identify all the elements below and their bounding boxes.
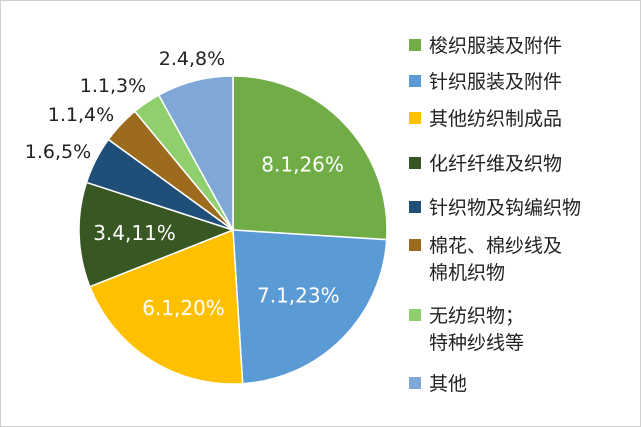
pie-slices xyxy=(78,75,388,385)
callout-label-5: 1.6,5% xyxy=(25,141,91,163)
legend-swatch-6 xyxy=(409,239,421,251)
pie-slice-3 xyxy=(89,229,244,385)
legend-label-6-line-1: 棉花、棉纱线及 xyxy=(429,235,562,257)
legend-swatch-2 xyxy=(409,75,421,87)
legend-swatch-5 xyxy=(409,201,421,213)
pie-slice-2 xyxy=(232,229,388,385)
legend-swatch-1 xyxy=(409,39,421,51)
slice-label-2: 7.1,23% xyxy=(257,283,340,307)
legend-item-8: 其他 xyxy=(409,373,467,395)
legend-swatch-4 xyxy=(409,157,421,169)
legend-item-3: 其他纺织制成品 xyxy=(409,108,562,130)
pie-slice-8 xyxy=(158,75,234,231)
legend-label-1: 梭织服装及附件 xyxy=(429,35,562,57)
legend-label-5: 针织物及钩编织物 xyxy=(429,197,581,219)
legend-swatch-3 xyxy=(409,112,421,124)
callout-label-6: 1.1,4% xyxy=(48,104,114,126)
pie-slice-4 xyxy=(78,181,234,288)
legend-item-2: 针织服装及附件 xyxy=(409,71,562,93)
callout-label-8: 2.4,8% xyxy=(159,48,225,70)
legend-item-7: 无纺织物； 特种纱线等 xyxy=(409,305,524,354)
legend-item-1: 梭织服装及附件 xyxy=(409,35,562,57)
slice-label-4: 3.4,11% xyxy=(93,221,176,245)
legend-label-8: 其他 xyxy=(429,373,467,395)
legend-item-4: 化纤纤维及织物 xyxy=(409,153,562,175)
slice-labels: 8.1,26% 7.1,23% 6.1,20% 3.4,11% 1.6,5% 1.1,4%… xyxy=(25,48,344,320)
pie-slice-1 xyxy=(232,75,388,241)
legend-swatch-8 xyxy=(409,377,421,389)
legend-label-4: 化纤纤维及织物 xyxy=(429,153,562,175)
legend-swatch-7 xyxy=(409,309,421,321)
legend-label-6-line-2: 棉机织物 xyxy=(429,262,505,284)
legend-label-7-line-1: 无纺织物； xyxy=(429,305,524,327)
legend-label-7-line-2: 特种纱线等 xyxy=(429,332,524,354)
slice-label-1: 8.1,26% xyxy=(261,153,344,177)
callout-label-7: 1.1,3% xyxy=(80,75,146,97)
legend-item-5: 针织物及钩编织物 xyxy=(409,197,581,219)
legend: 梭织服装及附件针织服装及附件其他纺织制成品化纤纤维及织物针织物及钩编织物棉花、棉… xyxy=(409,35,581,395)
legend-label-2: 针织服装及附件 xyxy=(429,71,562,93)
legend-label-3: 其他纺织制成品 xyxy=(429,108,562,130)
slice-label-3: 6.1,20% xyxy=(142,296,225,320)
